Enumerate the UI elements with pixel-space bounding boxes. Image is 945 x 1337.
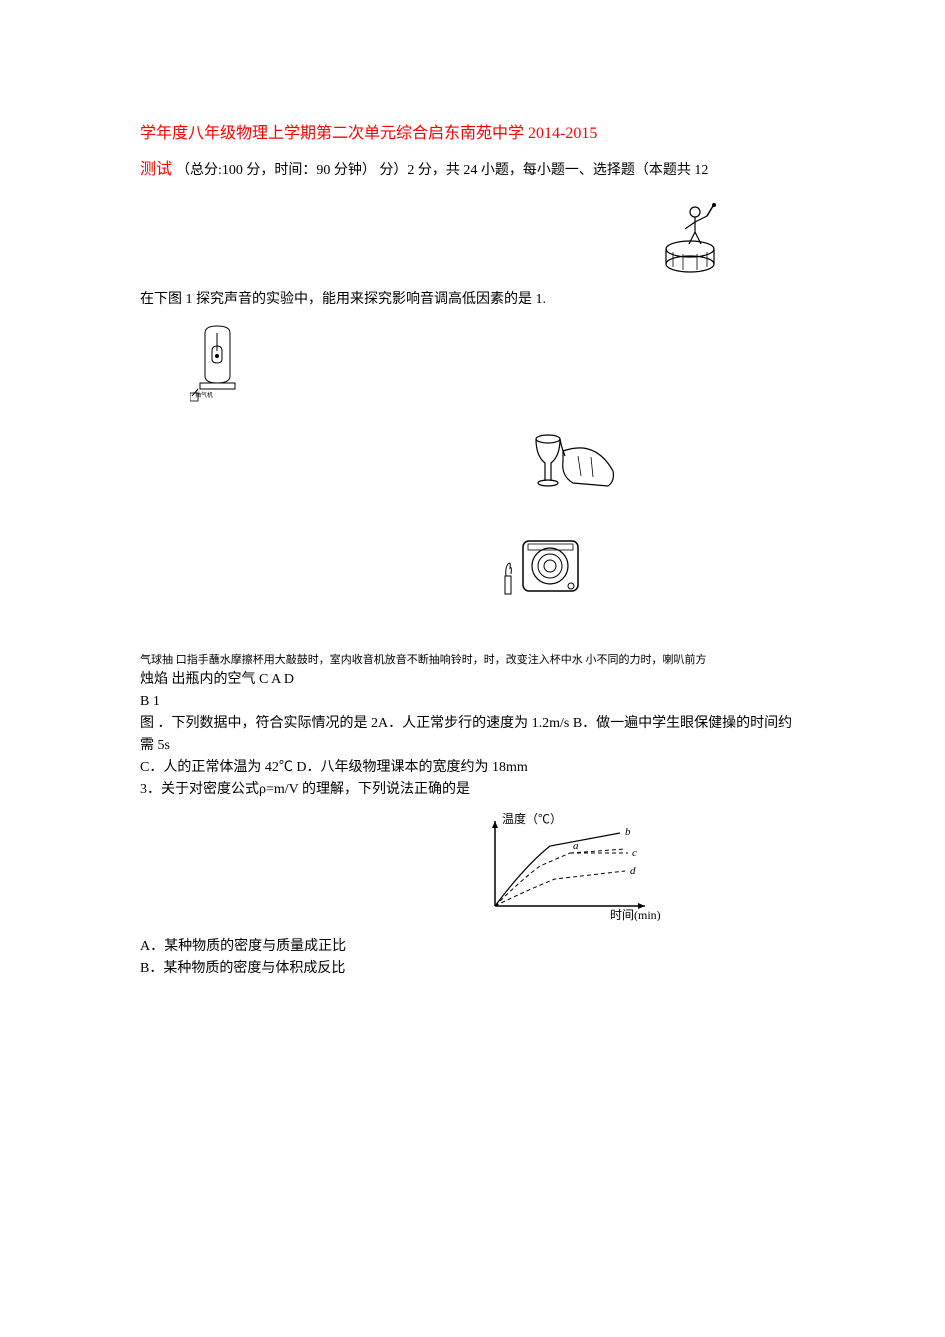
q3-stem: 3．关于对密度公式ρ=m/V 的理解，下列说法正确的是 (140, 779, 805, 801)
figure-drum (140, 194, 805, 279)
svg-text:c: c (632, 847, 637, 859)
q2-stem: 图 ．下列数据中，符合实际情况的是 2A．人正常步行的速度为 1.2m/s B．… (140, 713, 805, 757)
title-red-1: 学年度八年级物理上学期第二次单元综合启东南苑中学 2014-2015 (140, 125, 597, 142)
svg-text:d: d (630, 865, 636, 877)
figure-radio (140, 526, 805, 611)
figure-temp-chart: 温度（℃） 时间(min) b a c d (140, 811, 805, 926)
temp-time-chart-icon: 温度（℃） 时间(min) b a c d (470, 811, 670, 921)
q1-option-line3: B 1 (140, 691, 805, 713)
q1-stem: 在下图 1 探究声音的实验中，能用来探究影响音调高低因素的是 1. (140, 289, 805, 311)
svg-text:a: a (573, 840, 579, 852)
figure-bell-jar: 抽气机 (140, 321, 805, 411)
exam-title-line1: 学年度八年级物理上学期第二次单元综合启东南苑中学 2014-2015 (140, 120, 805, 148)
q1-option-line1: 气球抽 口指手蘸水摩擦杯用大敲鼓时，室内收音机放音不断抽响铃时，时，改变注入杯中… (140, 651, 805, 669)
q3-optB: B．某种物质的密度与体积成反比 (140, 958, 805, 980)
q3-optA: A．某种物质的密度与质量成正比 (140, 936, 805, 958)
svg-text:时间(min): 时间(min) (610, 908, 661, 921)
svg-text:温度（℃）: 温度（℃） (502, 811, 562, 826)
figure-glass (140, 421, 805, 516)
svg-text:抽气机: 抽气机 (195, 391, 213, 399)
radio-icon (493, 526, 593, 606)
exam-title-line2: 测试 （总分:100 分，时间：90 分钟） 分）2 分，共 24 小题，每小题… (140, 156, 805, 184)
drum-icon (655, 194, 725, 274)
q2-optC: C．人的正常体温为 42℃ D．八年级物理课本的宽度约为 18mm (140, 757, 805, 779)
q1-option-line2: 烛焰 出瓶内的空气 C A D (140, 669, 805, 691)
svg-text:b: b (625, 826, 631, 838)
title-black: （总分:100 分，时间：90 分钟） 分）2 分，共 24 小题，每小题一、选… (176, 163, 708, 178)
glass-finger-icon (503, 421, 623, 511)
bell-jar-icon: 抽气机 (190, 321, 245, 406)
title-red-2: 测试 (140, 161, 172, 178)
